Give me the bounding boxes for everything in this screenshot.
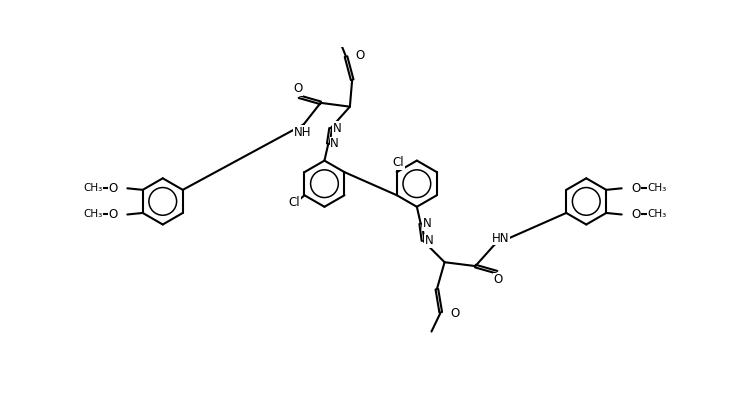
Text: NH: NH xyxy=(293,126,311,139)
Text: N: N xyxy=(330,137,339,150)
Text: CH₃: CH₃ xyxy=(83,209,103,220)
Text: CH₃: CH₃ xyxy=(647,209,667,220)
Text: Cl: Cl xyxy=(289,196,301,209)
Text: N: N xyxy=(425,234,433,247)
Text: O: O xyxy=(450,307,459,320)
Text: N: N xyxy=(332,122,341,135)
Text: O: O xyxy=(631,208,640,221)
Text: Cl: Cl xyxy=(393,156,404,169)
Text: O: O xyxy=(293,83,302,96)
Text: HN: HN xyxy=(492,232,509,245)
Text: CH₃: CH₃ xyxy=(647,183,667,193)
Text: N: N xyxy=(422,217,431,230)
Text: O: O xyxy=(494,273,503,286)
Text: O: O xyxy=(109,208,118,221)
Text: O: O xyxy=(356,49,364,62)
Text: CH₃: CH₃ xyxy=(83,183,103,193)
Text: O: O xyxy=(109,182,118,195)
Text: O: O xyxy=(631,182,640,195)
